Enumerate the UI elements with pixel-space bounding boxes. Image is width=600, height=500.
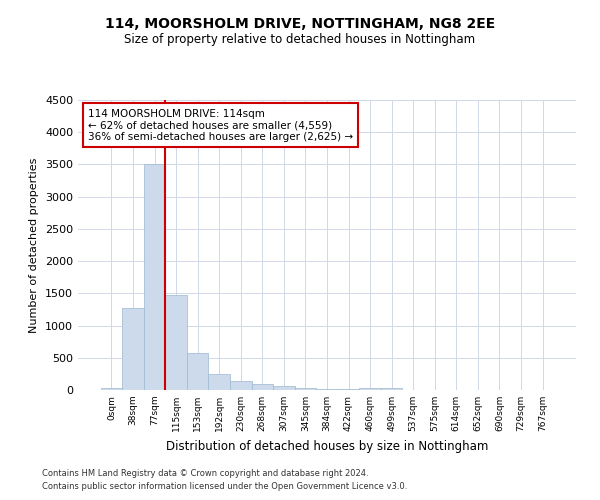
Bar	[187, 352, 208, 390]
Text: Contains public sector information licensed under the Open Government Licence v3: Contains public sector information licen…	[42, 482, 407, 491]
Bar	[101, 388, 122, 390]
Bar	[122, 308, 144, 390]
Bar	[166, 294, 187, 390]
Bar	[273, 386, 295, 390]
Bar	[208, 374, 230, 390]
Text: Contains HM Land Registry data © Crown copyright and database right 2024.: Contains HM Land Registry data © Crown c…	[42, 468, 368, 477]
Bar	[316, 388, 338, 390]
Bar	[359, 388, 381, 390]
Y-axis label: Number of detached properties: Number of detached properties	[29, 158, 40, 332]
Bar	[381, 388, 403, 390]
Text: Size of property relative to detached houses in Nottingham: Size of property relative to detached ho…	[124, 32, 476, 46]
Bar	[230, 381, 251, 390]
Bar	[144, 164, 166, 390]
Text: 114 MOORSHOLM DRIVE: 114sqm
← 62% of detached houses are smaller (4,559)
36% of : 114 MOORSHOLM DRIVE: 114sqm ← 62% of det…	[88, 108, 353, 142]
Bar	[295, 388, 316, 390]
Bar	[251, 384, 273, 390]
Text: 114, MOORSHOLM DRIVE, NOTTINGHAM, NG8 2EE: 114, MOORSHOLM DRIVE, NOTTINGHAM, NG8 2E…	[105, 18, 495, 32]
X-axis label: Distribution of detached houses by size in Nottingham: Distribution of detached houses by size …	[166, 440, 488, 452]
